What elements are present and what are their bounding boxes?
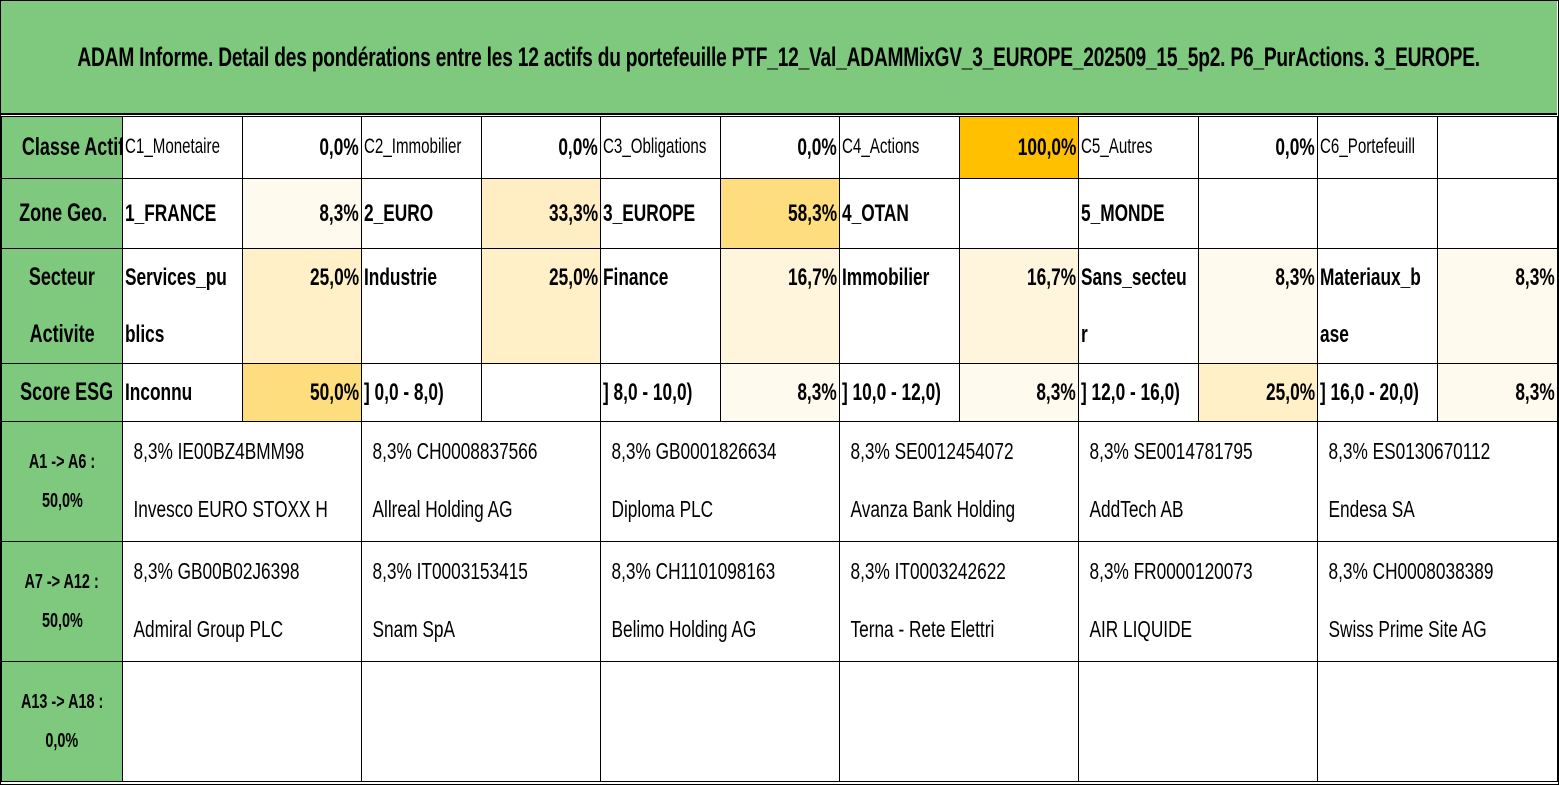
classe-pct-c4: 100,0% [959,116,1079,179]
secteur-pct-3: 16,7% [720,248,840,364]
zone-pct-4 [959,178,1079,249]
zone-pct-2: 33,3% [481,178,601,249]
esg-pct-3: 8,3% [720,363,840,422]
asset-cell: 8,3% CH0008038389 Swiss Prime Site AG [1317,541,1558,662]
zone-pct-1: 8,3% [242,178,362,249]
zone-name-1: 1_FRANCE [122,178,243,249]
zone-name-3: 3_EUROPE [600,178,721,249]
esg-pct-4: 8,3% [959,363,1079,422]
asset-cell: 8,3% GB00B02J6398 Admiral Group PLC [122,541,362,662]
zone-pct-5 [1198,178,1318,249]
asset-cell: 8,3% CH0008837566 Allreal Holding AG [361,421,601,542]
asset-cell [1078,661,1318,782]
zone-name-4: 4_OTAN [839,178,960,249]
secteur-activite-label: Secteur Activite [1,248,123,364]
score-esg-row: Score ESG Inconnu 50,0% ] 0,0 - 8,0) ] 8… [1,363,1558,422]
zone-name-2: 2_EURO [361,178,482,249]
classe-pct-c5: 0,0% [1198,116,1318,179]
zone-name-6 [1317,178,1438,249]
secteur-activite-row: Secteur Activite Services_publics 25,0% … [1,248,1558,364]
classe-name-c1: C1_Monetaire [122,116,243,179]
asset-cell [839,661,1079,782]
classe-pct-c6 [1437,116,1558,179]
esg-pct-6: 8,3% [1437,363,1558,422]
classe-actif-row: Classe Actif C1_Monetaire 0,0% C2_Immobi… [1,116,1558,179]
classe-name-c4: C4_Actions [839,116,960,179]
zone-pct-6 [1437,178,1558,249]
zone-pct-3: 58,3% [720,178,840,249]
classe-name-c6: C6_Portefeuill [1317,116,1438,179]
esg-name-4: ] 10,0 - 12,0) [839,363,960,422]
esg-name-1: Inconnu [122,363,243,422]
asset-group-label: A1 -> A6 : 50,0% [1,421,123,542]
classe-name-c3: C3_Obligations [600,116,721,179]
secteur-pct-4: 16,7% [959,248,1079,364]
secteur-name-1: Services_publics [122,248,243,364]
asset-cell [1317,661,1558,782]
asset-cell [361,661,601,782]
secteur-pct-5: 8,3% [1198,248,1318,364]
secteur-pct-2: 25,0% [481,248,601,364]
secteur-name-3: Finance [600,248,721,364]
classe-pct-c3: 0,0% [720,116,840,179]
asset-cell: 8,3% IT0003153415 Snam SpA [361,541,601,662]
asset-cell: 8,3% IT0003242622 Terna - Rete Elettri [839,541,1079,662]
report-title: ADAM Informe. Detail des pondérations en… [77,41,1481,72]
classe-name-c2: C2_Immobilier [361,116,482,179]
secteur-pct-6: 8,3% [1437,248,1558,364]
asset-group-label: A13 -> A18 : 0,0% [1,661,123,782]
zone-geo-label: Zone Geo. [1,178,123,249]
asset-cell: 8,3% FR0000120073 AIR LIQUIDE [1078,541,1318,662]
asset-group-row: A13 -> A18 : 0,0% [1,661,1558,782]
asset-cell: 8,3% SE0014781795 AddTech AB [1078,421,1318,542]
zone-name-5: 5_MONDE [1078,178,1199,249]
asset-cell: 8,3% GB0001826634 Diploma PLC [600,421,840,542]
secteur-name-5: Sans_secteur [1078,248,1199,364]
asset-cell [122,661,362,782]
asset-cell [600,661,840,782]
asset-group-row: A1 -> A6 : 50,0% 8,3% IE00BZ4BMM98 Invesc… [1,421,1558,542]
weights-table: Classe Actif C1_Monetaire 0,0% C2_Immobi… [1,116,1558,782]
esg-name-2: ] 0,0 - 8,0) [361,363,482,422]
classe-name-c5: C5_Autres [1078,116,1199,179]
asset-cell: 8,3% SE0012454072 Avanza Bank Holding [839,421,1079,542]
esg-name-3: ] 8,0 - 10,0) [600,363,721,422]
secteur-name-6: Materiaux_base [1317,248,1438,364]
esg-pct-1: 50,0% [242,363,362,422]
asset-cell: 8,3% ES0130670112 Endesa SA [1317,421,1558,542]
esg-pct-5: 25,0% [1198,363,1318,422]
asset-group-row: A7 -> A12 : 50,0% 8,3% GB00B02J6398 Admir… [1,541,1558,662]
zone-geo-row: Zone Geo. 1_FRANCE 8,3% 2_EURO 33,3% 3_E… [1,178,1558,249]
asset-group-label: A7 -> A12 : 50,0% [1,541,123,662]
asset-cell: 8,3% IE00BZ4BMM98 Invesco EURO STOXX H [122,421,362,542]
classe-actif-label: Classe Actif [1,116,123,179]
secteur-name-2: Industrie [361,248,482,364]
secteur-pct-1: 25,0% [242,248,362,364]
score-esg-label: Score ESG [1,363,123,422]
report-title-bar: ADAM Informe. Detail des pondérations en… [1,1,1557,115]
esg-name-6: ] 16,0 - 20,0) [1317,363,1438,422]
secteur-name-4: Immobilier [839,248,960,364]
classe-pct-c2: 0,0% [481,116,601,179]
classe-pct-c1: 0,0% [242,116,362,179]
esg-pct-2 [481,363,601,422]
esg-name-5: ] 12,0 - 16,0) [1078,363,1199,422]
asset-cell: 8,3% CH1101098163 Belimo Holding AG [600,541,840,662]
